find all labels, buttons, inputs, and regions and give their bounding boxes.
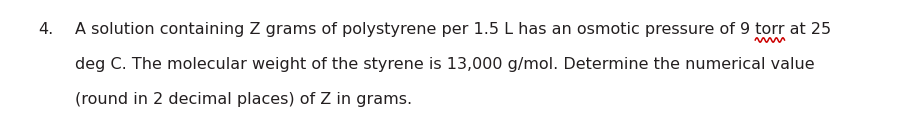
Text: A solution containing Z grams of polystyrene per 1.5 L has an osmotic pressure o: A solution containing Z grams of polysty… [75,22,832,37]
Text: 4.: 4. [38,22,53,37]
Text: (round in 2 decimal places) of Z in grams.: (round in 2 decimal places) of Z in gram… [75,92,412,107]
Text: deg C. The molecular weight of the styrene is 13,000 g/mol. Determine the numeri: deg C. The molecular weight of the styre… [75,57,814,72]
